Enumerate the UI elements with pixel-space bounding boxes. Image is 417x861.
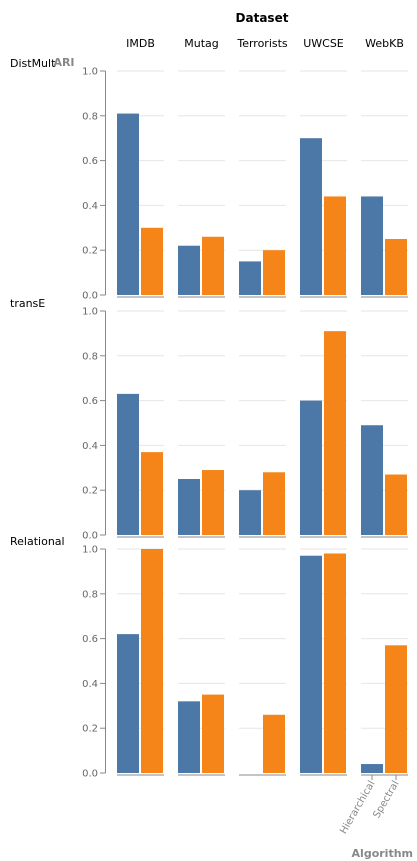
x-tick-label-hierarchical: Hierarchical <box>338 779 377 836</box>
bar-distmult-uwcse-hierarchical <box>300 138 322 295</box>
bar-distmult-webkb-spectral <box>385 239 407 295</box>
bar-distmult-webkb-hierarchical <box>361 196 383 295</box>
y-tick-label: 0.2 <box>82 486 98 497</box>
y-tick-label: 0.8 <box>82 111 98 122</box>
bar-transe-uwcse-spectral <box>324 331 346 535</box>
y-tick-label: 1.0 <box>82 307 98 318</box>
bar-relational-uwcse-hierarchical <box>300 555 322 773</box>
bar-transe-terrorists-hierarchical <box>239 490 261 535</box>
column-facet-title: Dataset <box>236 11 289 25</box>
y-tick-label: 0.4 <box>82 201 98 212</box>
y-tick-label: 1.0 <box>82 67 98 78</box>
column-header-mutag: Mutag <box>184 37 219 50</box>
x-axis-title: Algorithm <box>352 847 413 860</box>
bar-relational-terrorists-spectral <box>263 714 285 773</box>
y-tick-label: 0.0 <box>82 291 98 302</box>
bar-transe-webkb-spectral <box>385 474 407 535</box>
bar-distmult-mutag-hierarchical <box>178 245 200 295</box>
bar-relational-mutag-hierarchical <box>178 701 200 773</box>
bar-transe-imdb-hierarchical <box>117 393 139 535</box>
row-header-transe: transE <box>10 297 45 310</box>
y-tick-label: 0.2 <box>82 724 98 735</box>
y-tick-label: 0.6 <box>82 634 98 645</box>
plot-area: IMDB Mutag Terrorists UWCSE WebKB DistMult 0.0… <box>10 37 408 836</box>
bar-transe-mutag-spectral <box>202 470 224 535</box>
y-tick-label: 0.4 <box>82 679 98 690</box>
column-header-terrorists: Terrorists <box>236 37 288 50</box>
y-tick-label: 1.0 <box>82 545 98 556</box>
bar-transe-terrorists-spectral <box>263 472 285 535</box>
column-header-imdb: IMDB <box>126 37 155 50</box>
row-header-distmult: DistMult <box>10 57 56 70</box>
bar-distmult-imdb-spectral <box>141 227 163 295</box>
bar-transe-uwcse-hierarchical <box>300 400 322 535</box>
column-header-webkb: WebKB <box>365 37 404 50</box>
y-tick-label: 0.6 <box>82 156 98 167</box>
row-header-relational: Relational <box>10 535 65 548</box>
y-tick-label: 0.0 <box>82 769 98 780</box>
y-tick-label: 0.2 <box>82 246 98 257</box>
bar-relational-uwcse-spectral <box>324 553 346 773</box>
y-tick-label: 0.4 <box>82 441 98 452</box>
bar-relational-imdb-hierarchical <box>117 634 139 773</box>
bar-transe-webkb-hierarchical <box>361 425 383 535</box>
bar-relational-mutag-spectral <box>202 694 224 773</box>
bar-relational-webkb-hierarchical <box>361 764 383 773</box>
bar-distmult-terrorists-spectral <box>263 250 285 295</box>
bar-transe-mutag-hierarchical <box>178 479 200 535</box>
bar-transe-imdb-spectral <box>141 452 163 535</box>
y-axis-title: ARI <box>53 56 74 69</box>
bar-distmult-uwcse-spectral <box>324 196 346 295</box>
y-tick-label: 0.8 <box>82 589 98 600</box>
bar-relational-imdb-spectral <box>141 549 163 773</box>
bar-distmult-mutag-spectral <box>202 236 224 295</box>
y-tick-label: 0.6 <box>82 396 98 407</box>
bar-distmult-imdb-hierarchical <box>117 113 139 295</box>
y-tick-label: 0.0 <box>82 531 98 542</box>
bar-relational-webkb-spectral <box>385 645 407 773</box>
bar-distmult-terrorists-hierarchical <box>239 261 261 295</box>
column-header-uwcse: UWCSE <box>303 37 344 50</box>
y-tick-label: 0.8 <box>82 351 98 362</box>
